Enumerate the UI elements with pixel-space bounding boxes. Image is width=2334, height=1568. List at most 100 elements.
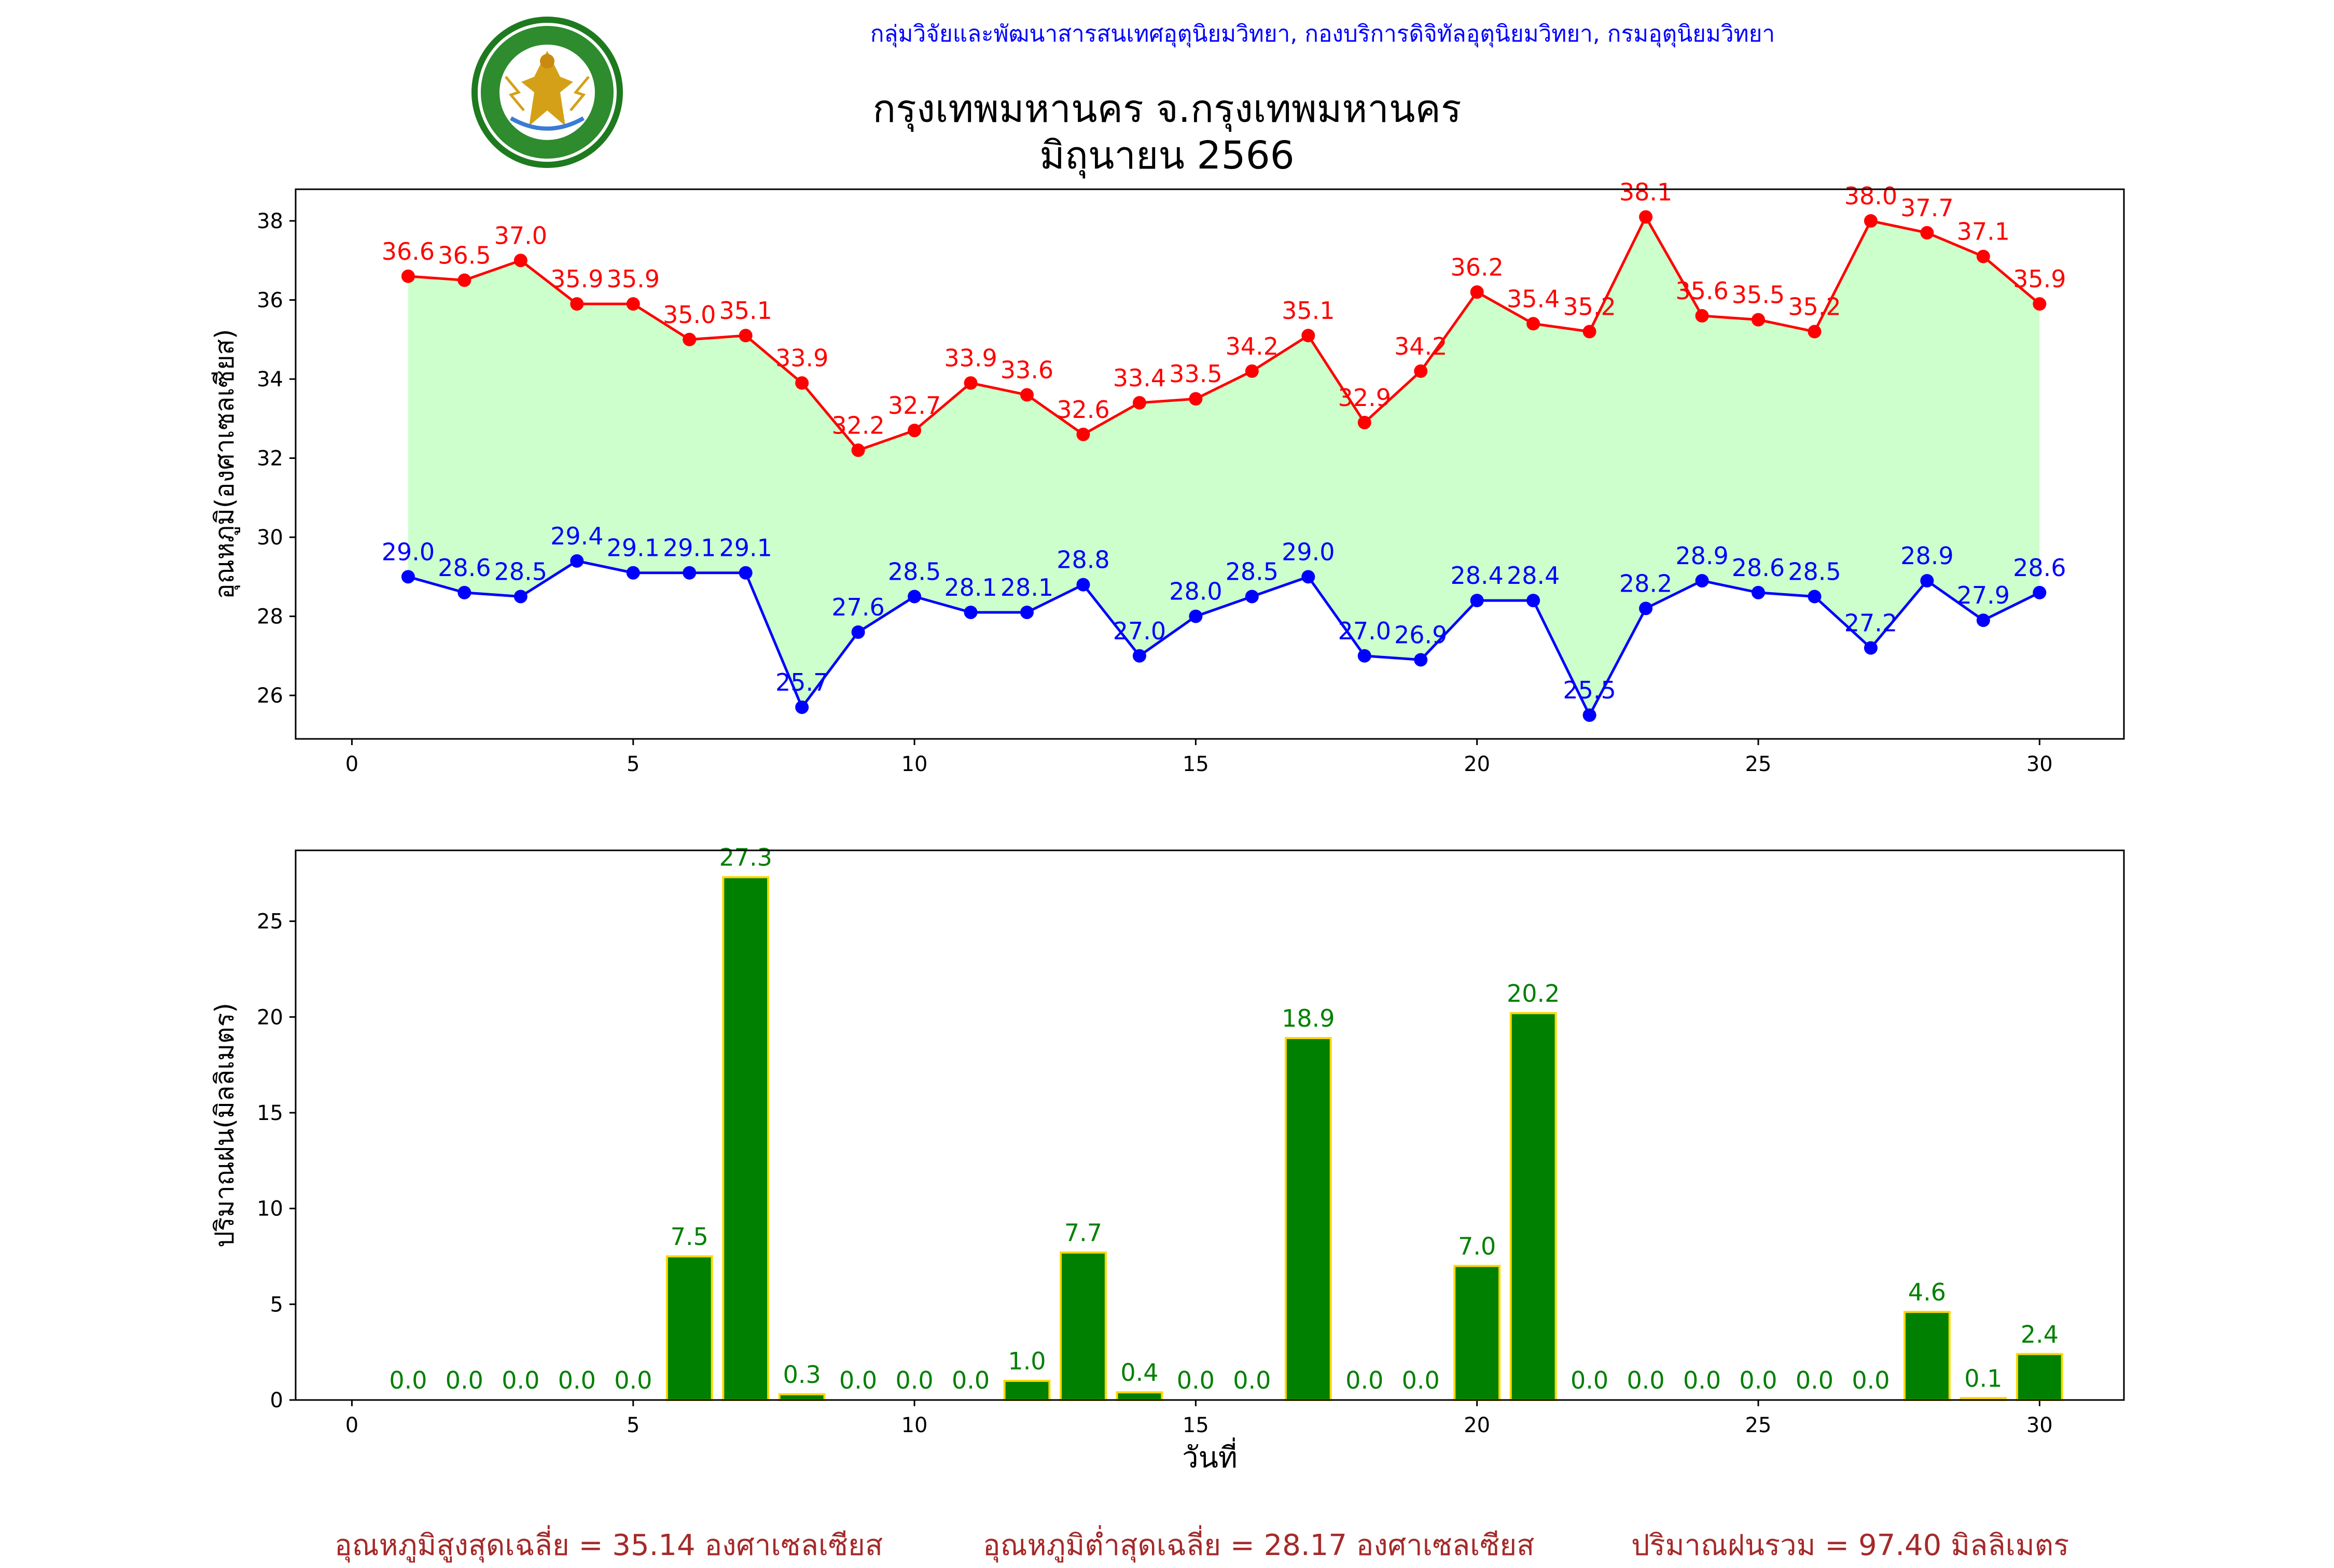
source-text: กลุ่มวิจัยและพัฒนาสารสนเทศอุตุนิยมวิทยา,… (870, 21, 1775, 47)
max-temp-point (1864, 214, 1878, 228)
temp-xtick-label: 25 (1745, 752, 1772, 776)
max-temp-label: 37.1 (1957, 218, 2010, 246)
min-temp-label: 28.4 (1450, 562, 1503, 590)
summary-max-avg: อุณหภูมิสูงสุดเฉลี่ย = 35.14 องศาเซลเซีย… (335, 1529, 883, 1562)
max-temp-label: 34.2 (1394, 332, 1447, 360)
min-temp-point (1808, 590, 1822, 604)
max-temp-label: 35.4 (1507, 285, 1560, 313)
title-line-2: มิถุนายน 2566 (1039, 133, 1295, 178)
rain-xtick-label: 20 (1464, 1413, 1490, 1437)
chart-title: กรุงเทพมหานคร จ.กรุงเทพมหานคร มิถุนายน 2… (0, 86, 2334, 179)
rain-bar (1904, 1311, 1951, 1401)
max-temp-label: 37.7 (1900, 194, 1953, 222)
min-temp-label: 29.1 (663, 534, 716, 562)
max-temp-label: 35.1 (719, 297, 772, 325)
min-temp-point (1976, 613, 1990, 627)
min-temp-label: 28.6 (1732, 554, 1785, 582)
max-temp-point (795, 376, 809, 390)
title-line-1: กรุงเทพมหานคร จ.กรุงเทพมหานคร (872, 87, 1462, 131)
temp-xtick-label: 30 (2026, 752, 2053, 776)
temp-ytick-label: 26 (257, 684, 283, 708)
min-temp-point (1695, 573, 1709, 587)
rain-bar (1509, 1012, 1557, 1401)
min-temp-point (1301, 570, 1315, 584)
min-temp-label: 25.5 (1563, 676, 1616, 704)
max-temp-point (1414, 364, 1428, 378)
rain-bar (1116, 1391, 1163, 1402)
temp-ytick-label: 38 (257, 209, 283, 233)
rainfall-chart: 0 5 10 15 20 25 30 0 5 10 15 20 25 ปริมาณฝน(มิลลิเมตร… (210, 844, 2125, 1475)
summary-min-avg: อุณหภูมิต่ำสุดเฉลี่ย = 28.17 องศาเซลเซีย… (983, 1529, 1535, 1562)
max-temp-point (1132, 396, 1146, 410)
max-temp-label: 32.7 (888, 391, 941, 419)
rain-ytick-label: 10 (257, 1197, 283, 1221)
min-temp-label: 28.9 (1900, 542, 1953, 570)
rain-bar-label: 0.0 (1796, 1366, 1833, 1394)
rain-bar-label: 0.0 (1852, 1366, 1890, 1394)
rain-ytick-label: 25 (257, 910, 283, 934)
max-temp-label: 35.2 (1788, 293, 1841, 321)
max-temp-point (570, 297, 584, 311)
min-temp-label: 28.5 (888, 557, 941, 585)
max-temp-label: 38.0 (1844, 182, 1897, 210)
temp-plot-frame (295, 188, 2125, 740)
rain-bar-label: 0.0 (839, 1366, 877, 1394)
max-temp-label: 33.9 (944, 344, 997, 372)
min-temp-label: 25.7 (775, 668, 828, 696)
rain-bar (1284, 1037, 1332, 1401)
max-temp-label: 36.2 (1450, 253, 1503, 281)
min-temp-label: 26.9 (1394, 621, 1447, 649)
rain-bar (1003, 1380, 1051, 1401)
min-temp-label: 28.6 (438, 554, 491, 582)
min-temp-label: 28.2 (1619, 569, 1672, 597)
max-temp-label: 35.1 (1282, 297, 1335, 325)
max-temp-label: 37.0 (494, 221, 547, 249)
rain-bar-label: 0.0 (1345, 1366, 1383, 1394)
max-temp-point (1301, 329, 1315, 343)
max-temp-point (964, 376, 978, 390)
rain-bar-label: 0.0 (389, 1366, 427, 1394)
max-temp-label: 34.2 (1226, 332, 1279, 360)
temp-range-fill (408, 217, 2040, 716)
summary-rain-total: ปริมาณฝนรวม = 97.40 มิลลิเมตร (1631, 1529, 2069, 1562)
min-temp-label: 27.0 (1338, 617, 1391, 645)
rain-xtick-label: 15 (1183, 1413, 1209, 1437)
max-temp-point (1695, 309, 1709, 323)
max-temp-point (1076, 427, 1090, 441)
min-temp-point (1132, 649, 1146, 663)
min-temp-point (851, 625, 865, 639)
meteorological-department-logo (471, 17, 623, 168)
min-temp-label: 27.2 (1844, 609, 1897, 637)
rain-bar-label: 0.1 (1964, 1364, 2002, 1392)
max-temp-label: 35.9 (2013, 265, 2066, 293)
rain-bar-label: 0.0 (614, 1366, 652, 1394)
rain-bar-label: 1.0 (1008, 1347, 1046, 1375)
min-temp-point (908, 590, 922, 604)
rain-bar-label: 0.0 (1627, 1366, 1664, 1394)
temp-ytick-label: 30 (257, 526, 283, 550)
rain-bar-label: 0.3 (783, 1361, 821, 1389)
min-temp-point (1752, 585, 1765, 599)
min-temp-label: 27.0 (1113, 617, 1166, 645)
min-temp-point (1526, 594, 1540, 608)
min-temp-label: 28.5 (1226, 557, 1279, 585)
rain-bar-label: 0.0 (952, 1366, 990, 1394)
max-temp-label: 35.9 (550, 265, 603, 293)
rain-xtick-label: 5 (627, 1413, 640, 1437)
min-temp-point (1020, 605, 1034, 619)
max-temp-point (1976, 249, 1990, 263)
rain-bar-label: 0.0 (1739, 1366, 1777, 1394)
max-temp-label: 32.6 (1057, 396, 1109, 424)
rain-xlabel: วันที่ (1182, 1437, 1238, 1475)
rain-bar-label: 27.3 (719, 844, 772, 872)
min-temp-point (1076, 578, 1090, 592)
min-temp-point (1414, 653, 1428, 667)
max-temp-point (1357, 415, 1371, 429)
max-temp-point (1189, 392, 1203, 406)
rain-bar-label: 0.0 (446, 1366, 483, 1394)
rain-bar-label: 7.7 (1064, 1219, 1102, 1247)
max-temp-point (626, 297, 640, 311)
max-temp-label: 33.9 (775, 344, 828, 372)
rain-ytick-label: 5 (270, 1293, 283, 1317)
min-temp-point (513, 590, 527, 604)
